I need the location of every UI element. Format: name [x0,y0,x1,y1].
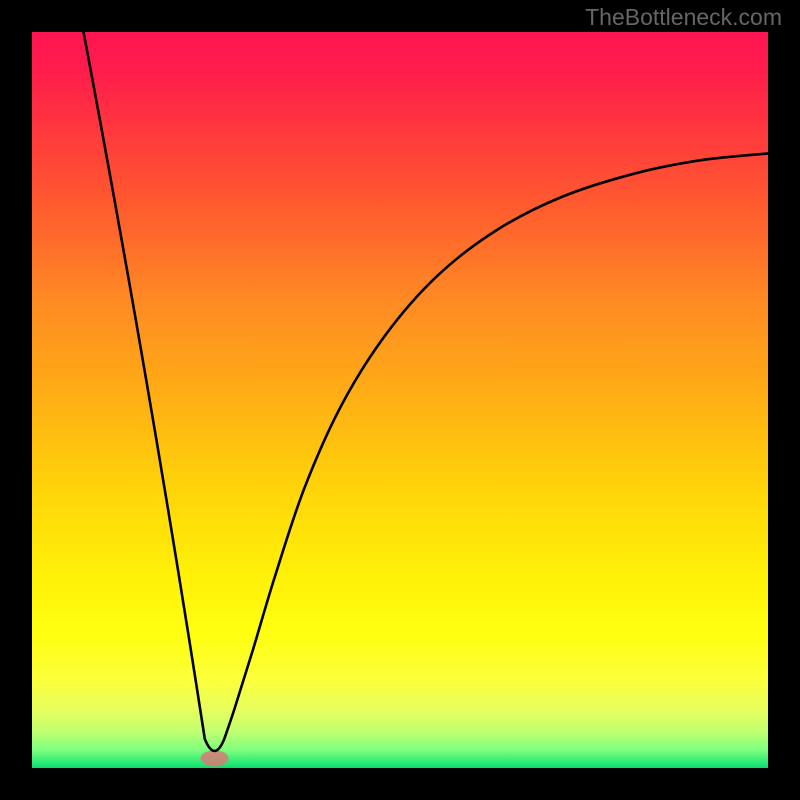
bottleneck-chart [0,0,800,800]
plot-background [32,32,768,768]
attribution-text: TheBottleneck.com [585,4,782,31]
notch-marker [201,750,229,766]
